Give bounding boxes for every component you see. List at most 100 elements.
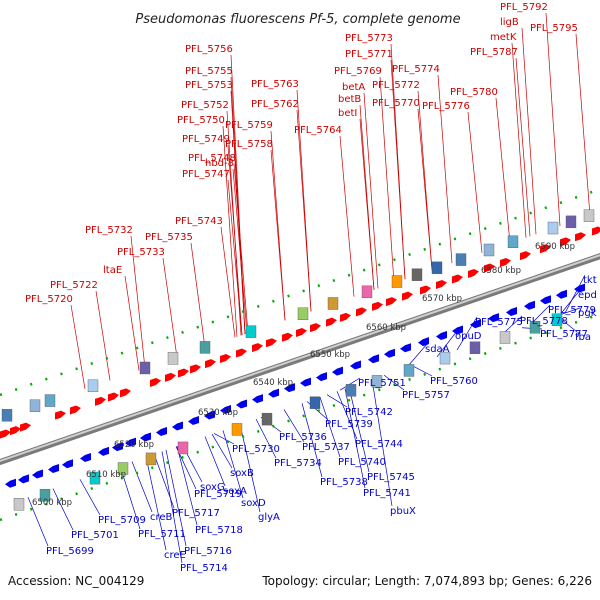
reverse-gene-label[interactable]: PFL_5745 — [367, 472, 415, 483]
forward-gene-label[interactable]: ltaE — [103, 265, 122, 276]
forward-gene-arrow — [575, 232, 586, 242]
forward-gene-arrow — [165, 372, 176, 382]
reverse-gene-arrow — [156, 426, 167, 436]
forward-gene-label[interactable]: PFL_5732 — [85, 225, 133, 236]
reverse-leader-line — [204, 436, 226, 487]
reverse-gene-label[interactable]: PFL_5711 — [138, 529, 186, 540]
forward-gene-label[interactable]: hbd-8 — [205, 158, 234, 169]
forward-gene-label[interactable]: betA — [342, 82, 365, 93]
reverse-gene-label[interactable]: creB — [150, 512, 173, 523]
reverse-leader-line — [348, 387, 370, 473]
reverse-gene-label[interactable]: PFL_5701 — [71, 530, 119, 541]
reverse-gene-arrow — [506, 306, 517, 316]
forward-gene-label[interactable]: ligB — [500, 17, 519, 28]
forward-gene-label[interactable]: PFL_5743 — [175, 216, 223, 227]
reverse-gene-label[interactable]: epd — [578, 290, 597, 301]
reverse-gene-label[interactable]: fba — [575, 332, 591, 343]
forward-gene-arrow — [0, 429, 11, 439]
forward-gene-label[interactable]: PFL_5722 — [50, 280, 98, 291]
reverse-gene-label[interactable]: PFL_5744 — [355, 439, 403, 450]
forward-gene-label[interactable]: PFL_5771 — [345, 49, 393, 60]
reverse-gene-label[interactable]: soxB — [230, 468, 254, 479]
forward-gene-label[interactable]: PFL_5770 — [372, 98, 420, 109]
forward-feature-block — [297, 307, 309, 320]
reverse-gene-label[interactable]: PFL_5716 — [184, 546, 232, 557]
reverse-feature-block — [499, 331, 511, 344]
reverse-gene-label[interactable]: PFL_5778 — [520, 316, 568, 327]
forward-gene-arrow — [386, 297, 397, 307]
reverse-gene-label[interactable]: soxG — [200, 482, 225, 493]
forward-gene-label[interactable]: PFL_5769 — [334, 66, 382, 77]
gene-labels[interactable]: PFL_5792 ligB metK PFL_5795 PFL_5773 PFL_5771… — [25, 2, 597, 574]
reverse-gene-label[interactable]: PFL_5742 — [345, 407, 393, 418]
reverse-gene-label[interactable]: creE — [164, 550, 186, 561]
forward-gene-label[interactable]: PFL_5733 — [117, 247, 165, 258]
forward-gene-label[interactable]: PFL_5747 — [182, 169, 230, 180]
reverse-gene-label[interactable]: PFL_5737 — [302, 442, 350, 453]
forward-gene-label[interactable]: PFL_5773 — [345, 33, 393, 44]
forward-gene-label[interactable]: PFL_5753 — [185, 80, 233, 91]
forward-gene-arrow — [436, 279, 447, 289]
forward-gene-label[interactable]: PFL_5762 — [251, 99, 299, 110]
forward-gene-arrow — [266, 338, 277, 348]
reverse-gene-label[interactable]: glyA — [258, 512, 280, 523]
reverse-gene-label[interactable]: PFL_5709 — [98, 515, 146, 526]
forward-gene-label[interactable]: PFL_5752 — [181, 100, 229, 111]
reverse-gene-label[interactable]: PFL_5739 — [325, 419, 373, 430]
forward-gene-label[interactable]: metK — [490, 32, 517, 43]
reverse-gene-label[interactable]: PFL_5775 — [475, 317, 523, 328]
reverse-gene-label[interactable]: PFL_5741 — [363, 488, 411, 499]
reverse-leader-line — [564, 274, 586, 314]
forward-gene-arrow — [95, 396, 106, 406]
reverse-gene-label[interactable]: PFL_5760 — [430, 376, 478, 387]
reverse-gene-label[interactable]: PFL_5736 — [279, 432, 327, 443]
reverse-gene-arrow — [172, 421, 183, 431]
forward-gene-label[interactable]: PFL_5735 — [145, 232, 193, 243]
reverse-gene-label[interactable]: soxD — [241, 498, 266, 509]
reverse-gene-label[interactable]: PFL_5740 — [338, 457, 386, 468]
reverse-gene-label[interactable]: PFL_5718 — [195, 525, 243, 536]
forward-gene-label[interactable]: PFL_5764 — [294, 125, 342, 136]
forward-gene-arrow — [220, 354, 231, 364]
reverse-gene-label[interactable]: soxA — [223, 486, 247, 497]
forward-gene-label[interactable]: PFL_5787 — [470, 47, 518, 58]
forward-gene-label[interactable]: PFL_5755 — [185, 66, 233, 77]
reverse-gene-label[interactable]: PFL_5738 — [320, 477, 368, 488]
reverse-gene-label[interactable]: tkt — [583, 275, 597, 286]
forward-leader-line — [390, 59, 406, 280]
reverse-gene-label[interactable]: PFL_5757 — [402, 390, 450, 401]
forward-gene-label[interactable]: PFL_5774 — [392, 64, 440, 75]
reverse-gene-label[interactable]: PFL_5717 — [172, 508, 220, 519]
reverse-gene-arrow — [418, 337, 429, 347]
reverse-gene-label[interactable]: PFL_5714 — [180, 563, 228, 574]
forward-gene-label[interactable]: PFL_5759 — [225, 120, 273, 131]
forward-gene-label[interactable]: PFL_5792 — [500, 2, 548, 13]
forward-gene-label[interactable]: PFL_5772 — [372, 80, 420, 91]
reverse-gene-label[interactable]: PFL_5734 — [274, 458, 322, 469]
reverse-gene-label[interactable]: PFL_5719 — [194, 489, 242, 500]
forward-gene-label[interactable]: PFL_5763 — [251, 79, 299, 90]
forward-gene-label[interactable]: betB — [338, 94, 361, 105]
forward-gene-label[interactable]: PFL_5795 — [530, 23, 578, 34]
forward-gene-label[interactable]: PFL_5780 — [450, 87, 498, 98]
forward-gene-label[interactable]: PFL_5756 — [185, 44, 233, 55]
reverse-gene-label[interactable]: sdaA — [425, 344, 450, 355]
forward-gene-label[interactable]: PFL_5749 — [182, 134, 230, 145]
forward-gene-label[interactable]: PFL_5748 — [188, 153, 236, 164]
forward-gene-label[interactable]: PFL_5776 — [422, 101, 470, 112]
kbp-tick-label: 6560 kbp — [366, 323, 406, 333]
reverse-gene-label[interactable]: PFL_5730 — [232, 444, 280, 455]
reverse-gene-label[interactable]: PFL_5779 — [548, 305, 596, 316]
forward-gene-label[interactable]: PFL_5750 — [177, 115, 225, 126]
reverse-gene-label[interactable]: pbuX — [390, 506, 416, 517]
reverse-gene-label[interactable]: opuD — [455, 331, 482, 342]
forward-gene-label[interactable]: PFL_5758 — [225, 139, 273, 150]
reverse-gene-arrow — [400, 343, 411, 353]
forward-gene-label[interactable]: betI — [338, 108, 357, 119]
forward-gene-label[interactable]: PFL_5720 — [25, 294, 73, 305]
reverse-gene-label[interactable]: PFL_5699 — [46, 546, 94, 557]
reverse-gene-label[interactable]: PFL_5777 — [540, 329, 588, 340]
reverse-gene-label[interactable]: PFL_5751 — [358, 378, 406, 389]
reverse-gene-label[interactable]: pgk — [578, 308, 597, 319]
